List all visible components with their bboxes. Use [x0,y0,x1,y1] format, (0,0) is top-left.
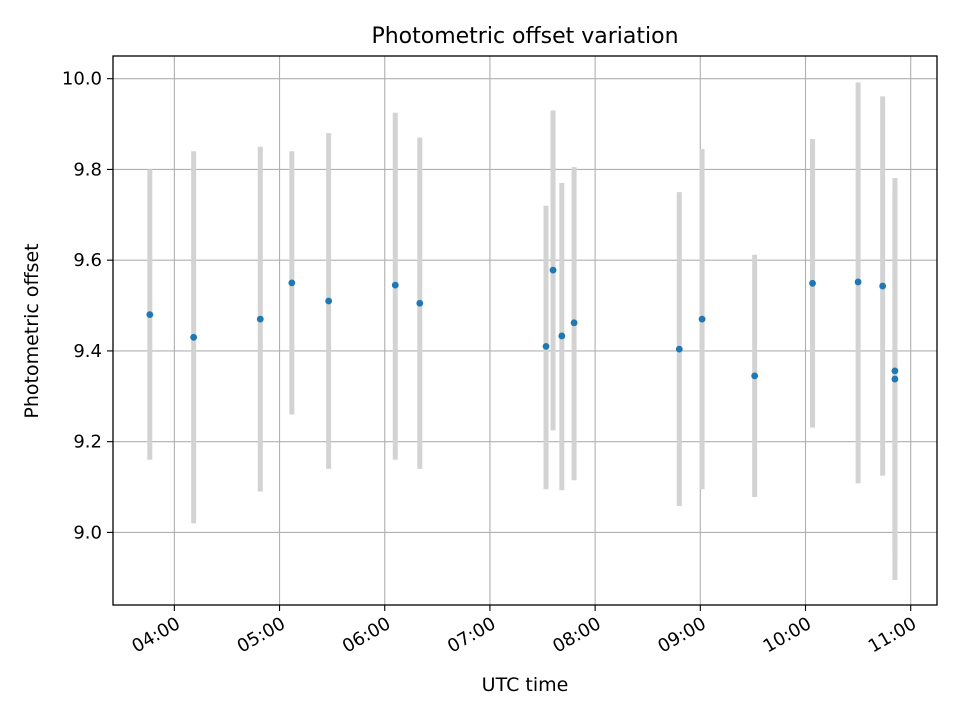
y-tick-label: 9.8 [73,159,102,180]
y-axis-title: Photometric offset [21,243,43,418]
data-point [698,315,706,323]
data-point [549,266,557,274]
data-point [391,281,399,289]
data-point [891,367,899,375]
data-point [751,372,759,380]
y-tick-label: 9.2 [73,432,102,453]
data-points [146,266,899,383]
x-tick-label: 09:00 [654,613,709,657]
x-tick-label: 11:00 [865,613,920,657]
data-point [558,332,566,340]
error-bars [147,82,898,581]
data-point [570,319,578,327]
data-point [256,315,264,323]
data-point [891,375,899,383]
x-tick-label: 06:00 [339,613,394,657]
data-point [879,282,887,290]
plot-frame [112,55,938,606]
data-point [190,333,198,341]
data-point [416,299,424,307]
data-point [146,311,154,319]
data-point [809,279,816,287]
y-tick-label: 9.0 [73,522,102,543]
data-point [675,345,683,353]
y-tick-label: 9.4 [73,341,102,362]
data-point [854,278,862,286]
axis-ticks: 04:00 05:00 06:00 07:00 08:00 09:00 10:00 11:00… [62,69,920,658]
x-axis-title: UTC time [482,674,569,696]
x-tick-label: 05:00 [234,613,289,657]
y-tick-label: 9.6 [73,250,102,271]
data-point [542,342,550,350]
x-tick-label: 07:00 [444,613,499,657]
x-tick-label: 08:00 [549,613,604,657]
x-tick-label: 10:00 [760,613,815,657]
chart-title: Photometric offset variation [371,24,678,49]
data-point [288,279,296,287]
data-point [325,297,333,305]
y-tick-label: 10.0 [62,69,102,90]
x-tick-label: 04:00 [128,613,183,657]
